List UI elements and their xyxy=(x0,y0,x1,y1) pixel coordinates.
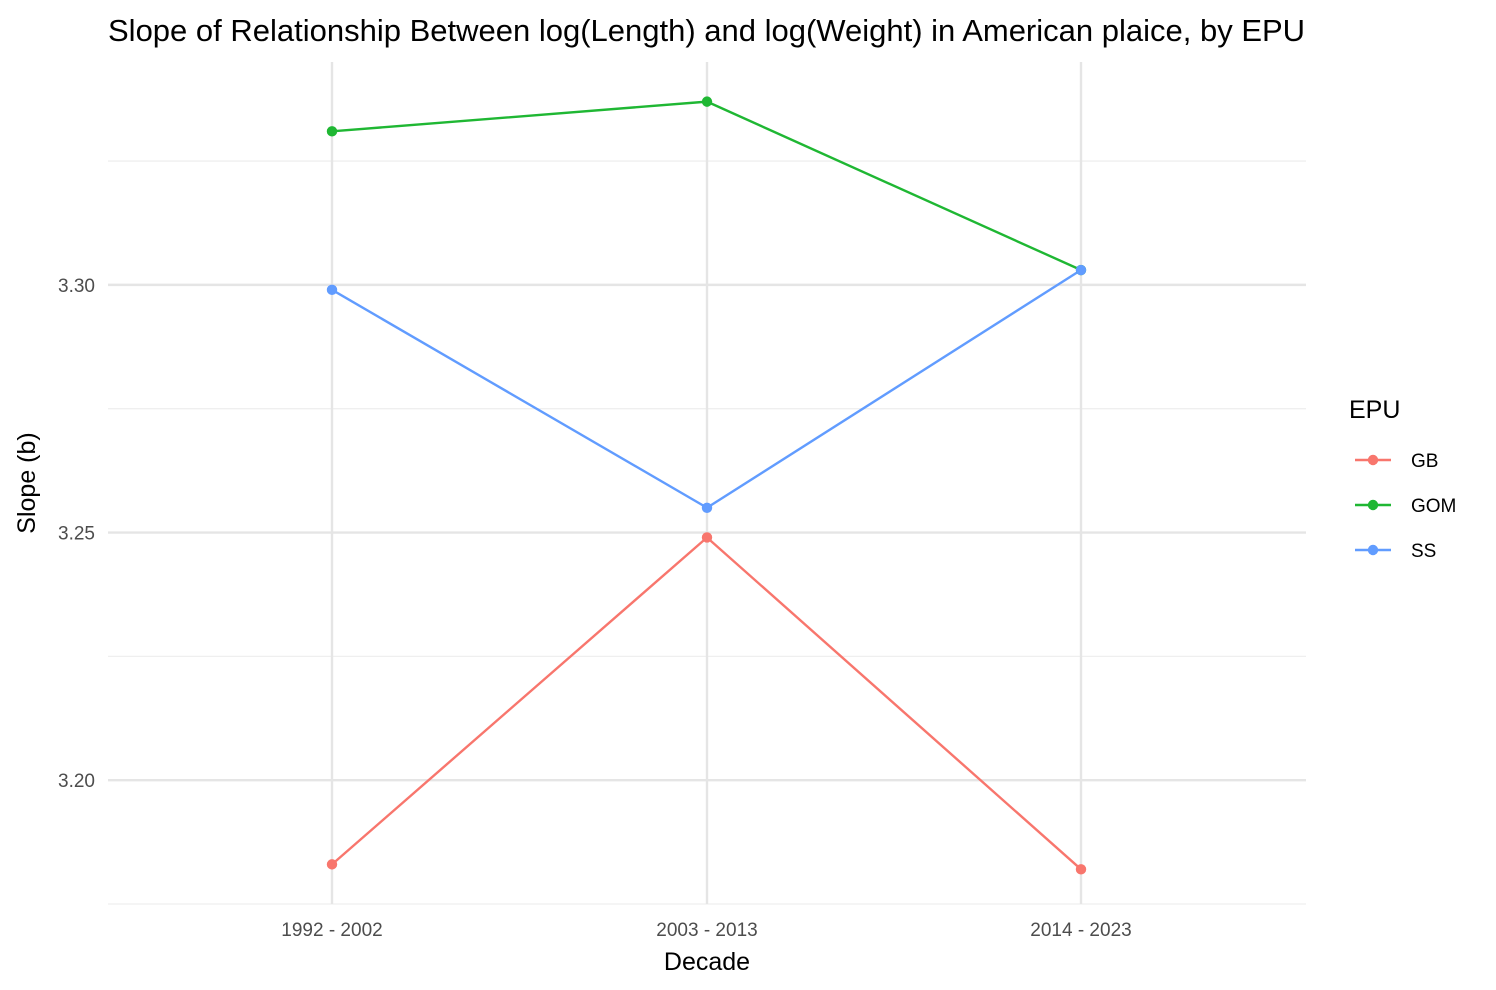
legend-item-gom: GOM xyxy=(1355,496,1456,517)
x-tick-label: 2003 - 2013 xyxy=(656,920,757,941)
x-axis-tick-labels: 1992 - 2002 2003 - 2013 2014 - 2023 xyxy=(281,920,1131,941)
legend-label-gom: GOM xyxy=(1411,496,1456,517)
x-tick-label: 1992 - 2002 xyxy=(281,920,382,941)
legend-item-gb: GB xyxy=(1355,451,1438,472)
data-point-gb xyxy=(326,859,338,870)
legend-item-ss: SS xyxy=(1355,541,1436,562)
data-point-gom xyxy=(701,96,713,107)
x-axis-title: Decade xyxy=(664,948,750,976)
legend-label-gb: GB xyxy=(1411,451,1438,472)
legend-label-ss: SS xyxy=(1411,541,1436,562)
chart-title: Slope of Relationship Between log(Length… xyxy=(108,13,1305,48)
data-point-ss xyxy=(701,502,713,513)
y-tick-label: 3.30 xyxy=(58,276,95,297)
y-axis-title: Slope (b) xyxy=(13,432,41,533)
legend-title: EPU xyxy=(1349,396,1400,424)
data-point-gb xyxy=(701,532,713,543)
data-point-ss xyxy=(326,284,338,296)
legend-key-point-ss xyxy=(1367,544,1379,556)
legend-key-point-gom xyxy=(1367,499,1379,511)
data-point-gom xyxy=(326,126,338,137)
legend-items: GB GOM SS xyxy=(1355,451,1456,562)
y-axis-tick-labels: 3.20 3.25 3.30 xyxy=(58,276,95,792)
legend-key-point-gb xyxy=(1367,454,1379,466)
legend: EPU GB GOM SS xyxy=(1349,396,1456,562)
series-points xyxy=(326,96,1087,875)
y-tick-label: 3.20 xyxy=(58,771,95,792)
y-tick-label: 3.25 xyxy=(58,524,95,545)
data-point-ss xyxy=(1075,264,1087,276)
x-tick-label: 2014 - 2023 xyxy=(1030,920,1131,941)
data-point-gb xyxy=(1075,864,1087,875)
